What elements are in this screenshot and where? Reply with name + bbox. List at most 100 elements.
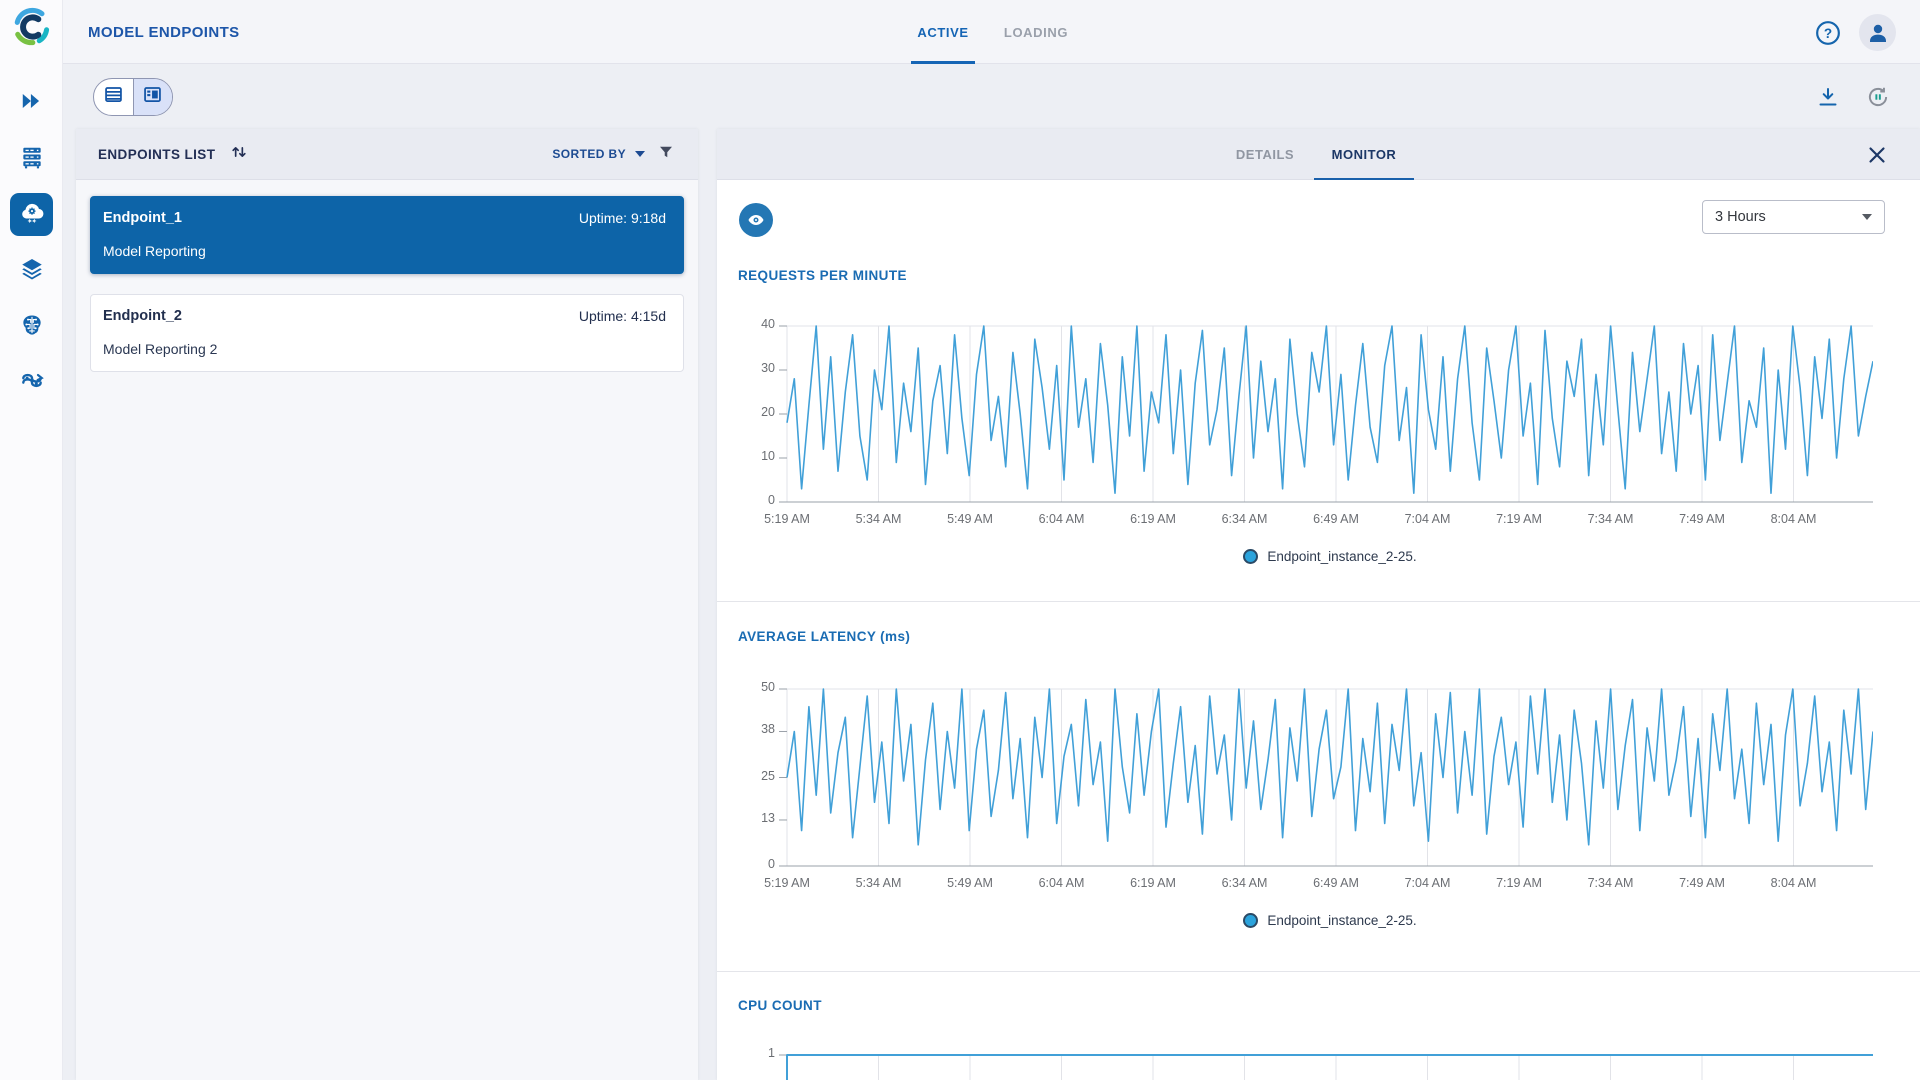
cloudera-logo-icon[interactable] — [9, 5, 53, 49]
tab-loading[interactable]: LOADING — [1003, 24, 1069, 40]
help-icon[interactable]: ? — [1815, 20, 1841, 46]
sidebar-item-model-endpoints[interactable] — [10, 193, 53, 236]
x-axis-label: 5:49 AM — [947, 876, 993, 890]
monitor-panel-header: DETAILS MONITOR — [717, 129, 1920, 181]
y-axis-label: 25 — [761, 768, 775, 783]
user-avatar[interactable] — [1859, 14, 1896, 51]
table-view-icon — [103, 84, 124, 110]
chart-title-latency: AVERAGE LATENCY (ms) — [738, 629, 911, 644]
sidebar-item-ai[interactable] — [10, 306, 53, 349]
tab-active[interactable]: ACTIVE — [893, 0, 993, 64]
section-divider — [717, 601, 1920, 602]
x-axis-label: 5:34 AM — [855, 876, 902, 890]
chart-title-requests: REQUESTS PER MINUTE — [738, 268, 907, 283]
legend-dot-icon — [1243, 549, 1259, 564]
sorted-by-dropdown[interactable]: SORTED BY — [552, 147, 645, 161]
endpoint-uptime: Uptime: 4:15d — [578, 308, 666, 324]
endpoint-name: Endpoint_1 — [103, 210, 182, 226]
section-divider — [717, 971, 1920, 972]
pipeline-icon — [19, 368, 45, 399]
sidebar-item-layers[interactable] — [10, 250, 53, 293]
x-axis-label: 8:04 AM — [1770, 512, 1817, 526]
x-axis-label: 5:34 AM — [855, 512, 902, 526]
x-axis-label: 8:04 AM — [1770, 876, 1817, 890]
sidebar-item-pipelines[interactable] — [10, 362, 53, 405]
x-axis-label: 6:19 AM — [1130, 512, 1176, 526]
layers-icon — [19, 256, 45, 287]
y-axis-label: 1 — [768, 1046, 775, 1060]
y-axis-label: 38 — [761, 722, 775, 737]
y-axis-label: 40 — [761, 317, 775, 331]
chevron-down-icon — [1862, 214, 1872, 220]
download-icon[interactable] — [1816, 85, 1840, 114]
endpoint-card[interactable]: Endpoint_2 Uptime: 4:15d Model Reporting… — [90, 294, 684, 372]
view-toggle — [93, 78, 173, 116]
endpoint-uptime: Uptime: 9:18d — [578, 210, 666, 226]
y-axis-label: 20 — [761, 405, 775, 419]
server-rack-icon — [19, 144, 45, 175]
cloud-gear-icon — [19, 199, 45, 230]
chart-legend: Endpoint_instance_2-25. — [787, 549, 1873, 564]
requests-chart — [779, 325, 1873, 503]
endpoints-list-title: ENDPOINTS LIST — [98, 146, 216, 162]
chart-title-cpu: CPU COUNT — [738, 998, 822, 1013]
x-axis-label: 5:19 AM — [764, 512, 810, 526]
close-icon[interactable] — [1864, 142, 1890, 168]
brain-icon — [19, 312, 45, 343]
filter-icon[interactable] — [657, 143, 675, 166]
endpoint-card[interactable]: Endpoint_1 Uptime: 9:18d Model Reporting — [90, 196, 684, 274]
tab-monitor[interactable]: MONITOR — [1314, 129, 1414, 181]
endpoint-subtitle: Model Reporting 2 — [103, 341, 218, 357]
cpu-chart — [779, 1054, 1873, 1080]
endpoints-list-panel: ENDPOINTS LIST SORTED BY Endpo — [76, 129, 698, 1080]
x-axis-label: 5:49 AM — [947, 512, 993, 526]
eye-icon[interactable] — [739, 203, 773, 237]
sidebar-item-data[interactable] — [10, 138, 53, 181]
x-axis-label: 6:34 AM — [1221, 876, 1268, 890]
x-axis-label: 5:19 AM — [764, 876, 810, 890]
x-axis-label: 6:49 AM — [1313, 512, 1359, 526]
x-axis-label: 6:34 AM — [1221, 512, 1268, 526]
secondary-toolbar — [63, 64, 1920, 129]
x-axis-label: 7:49 AM — [1679, 512, 1725, 526]
x-axis-label: 7:49 AM — [1679, 876, 1725, 890]
chart-legend: Endpoint_instance_2-25. — [787, 913, 1873, 928]
page-title: MODEL ENDPOINTS — [88, 23, 240, 41]
x-axis-label: 6:04 AM — [1038, 876, 1085, 890]
x-axis-label: 7:19 AM — [1496, 512, 1542, 526]
sidebar-item-sessions[interactable] — [10, 82, 53, 125]
x-axis-label: 7:19 AM — [1496, 876, 1542, 890]
time-range-select[interactable]: 3 Hours — [1702, 200, 1885, 234]
endpoint-subtitle: Model Reporting — [103, 243, 206, 259]
double-chevron-icon — [19, 88, 45, 119]
y-axis-label: 0 — [768, 493, 775, 507]
legend-dot-icon — [1243, 913, 1259, 928]
monitor-panel: DETAILS MONITOR 3 Hours — [717, 129, 1920, 1080]
monitor-body: 3 Hours REQUESTS PER MINUTE Endpoint_ins… — [717, 180, 1920, 1080]
auto-refresh-pause-icon[interactable] — [1865, 84, 1891, 115]
x-axis-label: 7:04 AM — [1404, 512, 1451, 526]
tab-details[interactable]: DETAILS — [1235, 147, 1295, 162]
y-axis-label: 50 — [761, 680, 775, 694]
split-view-icon — [142, 84, 163, 110]
endpoint-name: Endpoint_2 — [103, 308, 182, 324]
x-axis-label: 7:34 AM — [1587, 876, 1634, 890]
x-axis-label: 6:04 AM — [1038, 512, 1085, 526]
sidebar — [0, 0, 63, 1080]
split-view-button[interactable] — [132, 79, 172, 115]
top-header: MODEL ENDPOINTS ACTIVE LOADING ? — [63, 0, 1920, 64]
sort-icon[interactable] — [229, 142, 249, 167]
x-axis-label: 7:34 AM — [1587, 512, 1634, 526]
x-axis-label: 6:49 AM — [1313, 876, 1359, 890]
y-axis-label: 30 — [761, 361, 775, 375]
y-axis-label: 13 — [761, 810, 775, 825]
y-axis-label: 10 — [761, 449, 775, 463]
svg-text:?: ? — [1824, 26, 1832, 41]
chevron-down-icon — [635, 151, 645, 157]
y-axis-label: 0 — [768, 857, 775, 871]
table-view-button[interactable] — [94, 79, 133, 115]
latency-chart — [779, 688, 1873, 867]
x-axis-label: 7:04 AM — [1404, 876, 1451, 890]
endpoints-list-header: ENDPOINTS LIST SORTED BY — [76, 129, 698, 180]
x-axis-label: 6:19 AM — [1130, 876, 1176, 890]
